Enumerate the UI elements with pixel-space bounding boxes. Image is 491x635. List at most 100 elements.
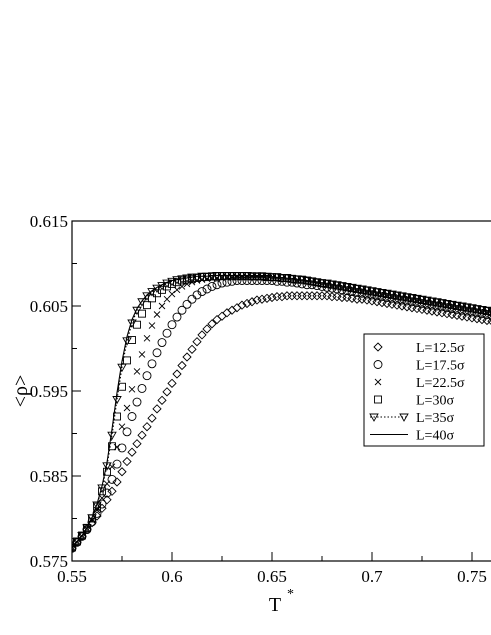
y-tick-label: 0.595 [30,382,68,401]
data-point [197,330,207,340]
data-point [127,412,137,421]
legend-label: L=30σ [416,394,454,409]
data-point [97,499,107,509]
data-point [163,295,171,303]
data-point [162,387,172,397]
data-point [247,297,257,307]
data-point [82,524,92,533]
data-point [167,320,177,330]
legend-marker [374,395,382,404]
legend-item: L=35σ [369,411,454,426]
legend-item: L=40σ [370,429,454,444]
data-point [152,404,162,414]
data-point [442,303,452,313]
data-point [387,293,397,303]
legend-marker [373,342,383,352]
data-point [87,514,97,523]
legend-label: L=40σ [416,429,454,444]
data-point [157,395,167,405]
data-point [153,311,161,318]
data-point [267,273,277,283]
series-3 [72,273,491,552]
data-point [307,291,317,301]
data-point [132,306,142,316]
data-point [207,272,217,282]
data-point [207,319,217,329]
data-point [472,308,482,318]
data-point [237,300,247,310]
data-point [437,302,447,312]
data-point [407,297,417,307]
data-point [372,291,382,301]
data-point [138,351,146,358]
data-point [262,293,272,303]
data-point [242,298,252,309]
data-point [142,292,152,301]
data-point [178,283,186,290]
legend-label: L=17.5σ [416,359,465,374]
legend-label: L=12.5σ [416,341,465,356]
legend-item: L=12.5σ [373,341,465,356]
data-point [108,442,116,451]
data-point [197,287,207,296]
data-point [173,286,181,294]
y-tick-label: 0.575 [30,552,68,571]
data-point [317,291,327,301]
data-point [92,501,102,510]
x-tick-label: 0.65 [257,567,287,586]
data-point [337,285,347,295]
data-point [132,439,142,449]
y-axis-title: <ρ> [10,375,32,408]
data-point [107,474,117,484]
data-point [317,279,327,288]
data-point [102,488,112,498]
data-point [167,378,177,388]
legend-label: L=35σ [416,411,454,426]
data-point [137,298,147,307]
data-point [172,312,182,322]
data-point [142,371,152,381]
data-point [112,477,122,487]
data-point [222,277,232,287]
series-line [72,274,491,548]
data-point [98,494,106,502]
data-point [397,295,407,305]
legend-marker [369,413,379,422]
y-tick-label: 0.605 [30,297,68,316]
data-point [152,348,162,358]
data-point [227,305,237,315]
data-point [147,359,157,369]
data-point [128,385,136,393]
data-point [128,336,136,344]
data-point [482,310,491,319]
data-point [138,309,146,318]
data-point [362,289,372,299]
data-point [102,495,112,505]
data-point [137,384,147,393]
data-point [127,447,137,457]
data-point [317,282,327,291]
series-6 [72,274,272,548]
legend-marker [373,360,383,369]
data-point [142,422,152,432]
data-point [157,338,167,347]
data-point [287,291,297,301]
axis-titles: <ρ> T * [10,375,294,616]
data-point [462,306,472,316]
legend-label: L=22.5σ [416,376,465,391]
data-point [122,427,132,437]
data-point [72,538,82,547]
data-point [107,486,117,496]
data-point [267,292,277,303]
data-point [182,352,192,362]
axis-tick-labels: 0.55 0.6 0.65 0.7 0.75 0.575 0.585 0.595 0.605 0.… [30,212,487,586]
y-tick-label: 0.585 [30,467,68,486]
data-point [72,543,77,553]
data-point [277,274,287,283]
data-point [132,397,142,407]
data-point [148,322,156,329]
data-point [342,286,352,296]
data-point [212,280,222,290]
data-point [162,328,172,338]
